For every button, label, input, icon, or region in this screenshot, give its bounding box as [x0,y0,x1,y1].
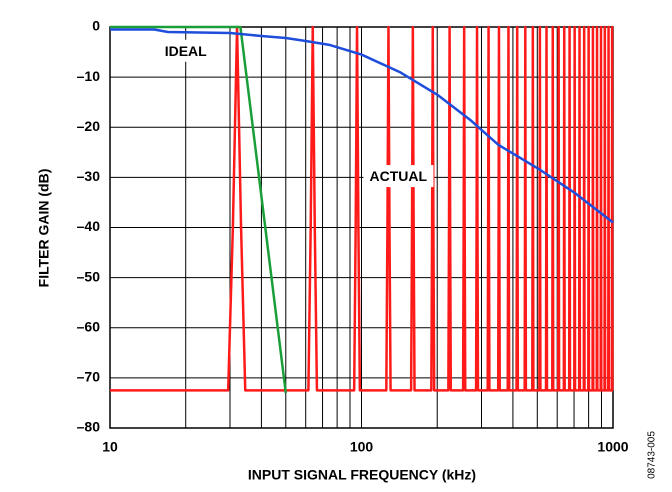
x-axis-label: INPUT SIGNAL FREQUENCY (kHz) [248,467,476,483]
x-tick-label: 1000 [597,439,628,455]
x-tick-label: 100 [350,439,374,455]
y-tick-label: –20 [77,118,101,134]
annotation: IDEAL [165,43,207,59]
y-tick-label: –40 [77,218,101,234]
y-tick-label: 0 [92,18,100,34]
annotation: ACTUAL [369,168,427,184]
y-tick-label: –10 [77,68,101,84]
data-line [110,25,288,394]
annotation-background [158,39,214,62]
y-tick-label: –60 [77,318,101,334]
annotation-background [363,165,434,188]
x-tick-label: 10 [102,439,118,455]
figure-id: 08743-005 [647,431,658,479]
data-line [110,25,614,392]
y-tick-label: –30 [77,168,101,184]
y-tick-label: –80 [77,419,101,435]
y-tick-label: –50 [77,268,101,284]
y-axis-label: FILTER GAIN (dB) [36,169,52,288]
data-line [110,28,614,224]
y-tick-label: –70 [77,369,101,385]
